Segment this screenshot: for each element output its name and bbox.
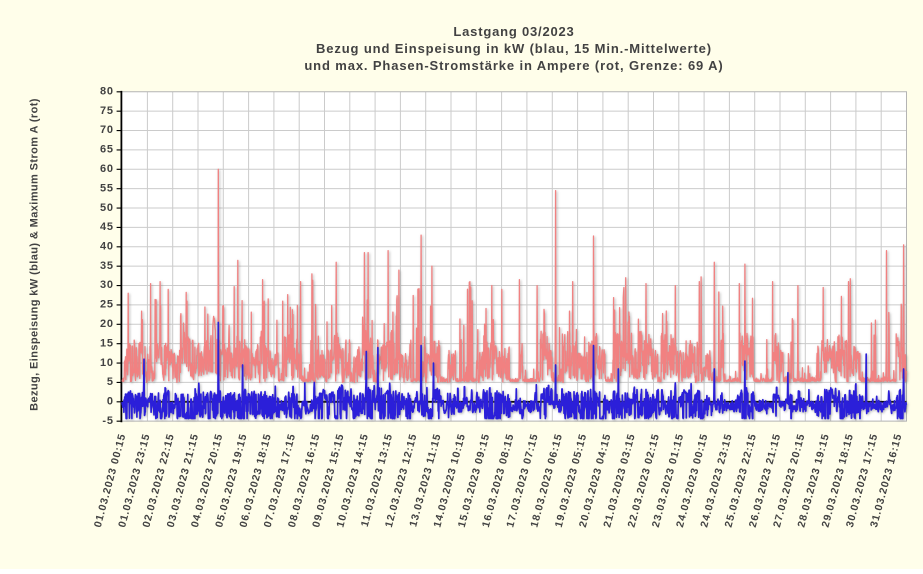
svg-text:75: 75 (100, 105, 114, 117)
svg-text:65: 65 (100, 144, 114, 156)
svg-text:Lastgang 03/2023: Lastgang 03/2023 (453, 24, 574, 39)
svg-text:0: 0 (107, 396, 114, 408)
svg-text:10: 10 (100, 357, 114, 369)
svg-text:25: 25 (100, 299, 114, 311)
svg-text:20: 20 (100, 318, 114, 330)
svg-text:55: 55 (100, 182, 114, 194)
svg-text:5: 5 (107, 376, 114, 388)
svg-text:-5: -5 (102, 415, 113, 427)
svg-text:Bezug und Einspeisung in kW (b: Bezug und Einspeisung in kW (blau, 15 Mi… (316, 41, 712, 56)
svg-text:80: 80 (100, 86, 114, 98)
svg-text:35: 35 (100, 260, 114, 272)
svg-text:60: 60 (100, 163, 114, 175)
svg-text:und max. Phasen-Stromstärke in: und max. Phasen-Stromstärke in Ampere (r… (304, 58, 723, 73)
svg-text:15: 15 (100, 337, 114, 349)
svg-text:70: 70 (100, 124, 114, 136)
svg-text:Bezug, Einspeisung kW (blau) &: Bezug, Einspeisung kW (blau) & Maximum S… (29, 98, 41, 411)
svg-text:45: 45 (100, 221, 114, 233)
svg-text:50: 50 (100, 202, 114, 214)
svg-text:40: 40 (100, 241, 114, 253)
svg-text:30: 30 (100, 279, 114, 291)
